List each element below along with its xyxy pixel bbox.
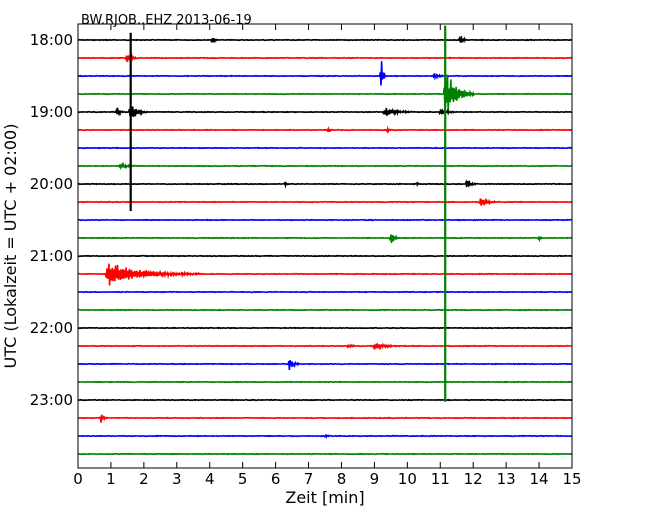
x-tick-label: 3 <box>172 470 182 488</box>
x-tick-label: 10 <box>398 470 417 488</box>
x-tick-label: 15 <box>562 470 581 488</box>
x-tick-label: 4 <box>205 470 215 488</box>
trace-line <box>77 263 573 286</box>
trace-line <box>78 380 572 384</box>
trace-line <box>78 308 573 312</box>
seismogram-traces <box>77 35 573 456</box>
trace-line <box>77 254 573 258</box>
trace-line <box>78 218 573 222</box>
trace-line <box>77 161 573 171</box>
x-tick-label: 0 <box>73 470 83 488</box>
trace-line <box>77 146 573 150</box>
x-tick-label: 14 <box>530 470 549 488</box>
x-tick-label: 12 <box>464 470 483 488</box>
plot-frame <box>77 23 573 469</box>
x-tick-label: 13 <box>497 470 516 488</box>
trace-line <box>77 74 573 114</box>
y-tick-label: 19:00 <box>30 103 73 121</box>
trace-line <box>77 342 573 351</box>
x-tick-label: 7 <box>304 470 314 488</box>
event-spikes <box>129 25 447 402</box>
trace-line <box>77 105 573 117</box>
y-tick-label: 18:00 <box>30 31 73 49</box>
trace-line <box>78 35 573 44</box>
trace-line <box>77 452 573 456</box>
trace-line <box>78 414 573 423</box>
x-tick-label: 5 <box>238 470 248 488</box>
x-tick-label: 8 <box>337 470 347 488</box>
trace-line <box>78 197 573 207</box>
chart-title: BW.RJOB..EHZ 2013-06-19 <box>81 13 252 28</box>
x-tick-label: 2 <box>139 470 149 488</box>
trace-line <box>77 234 573 244</box>
x-tick-label: 6 <box>271 470 281 488</box>
y-tick-label: 20:00 <box>30 175 73 193</box>
y-axis-ticks: 18:00 19:00 20:00 21:00 22:00 23:00 <box>30 31 572 409</box>
trace-line <box>78 434 572 440</box>
y-tick-label: 22:00 <box>30 319 73 337</box>
trace-line <box>78 179 573 189</box>
x-tick-label: 11 <box>431 470 450 488</box>
y-axis-label: UTC (Lokalzeit = UTC + 02:00) <box>1 124 20 369</box>
trace-line <box>77 53 573 63</box>
y-tick-label: 23:00 <box>30 391 73 409</box>
trace-line <box>77 125 573 135</box>
trace-line <box>77 61 573 86</box>
x-axis-label: Zeit [min] <box>285 488 364 507</box>
trace-line <box>77 359 573 371</box>
x-tick-label: 9 <box>370 470 380 488</box>
x-tick-label: 1 <box>106 470 116 488</box>
trace-line <box>77 398 573 402</box>
y-tick-label: 21:00 <box>30 247 73 265</box>
trace-line <box>77 326 573 330</box>
trace-line <box>77 290 573 294</box>
x-axis-ticks: 0 1 2 3 4 5 6 7 8 9 10 11 12 13 14 15 <box>73 24 582 488</box>
